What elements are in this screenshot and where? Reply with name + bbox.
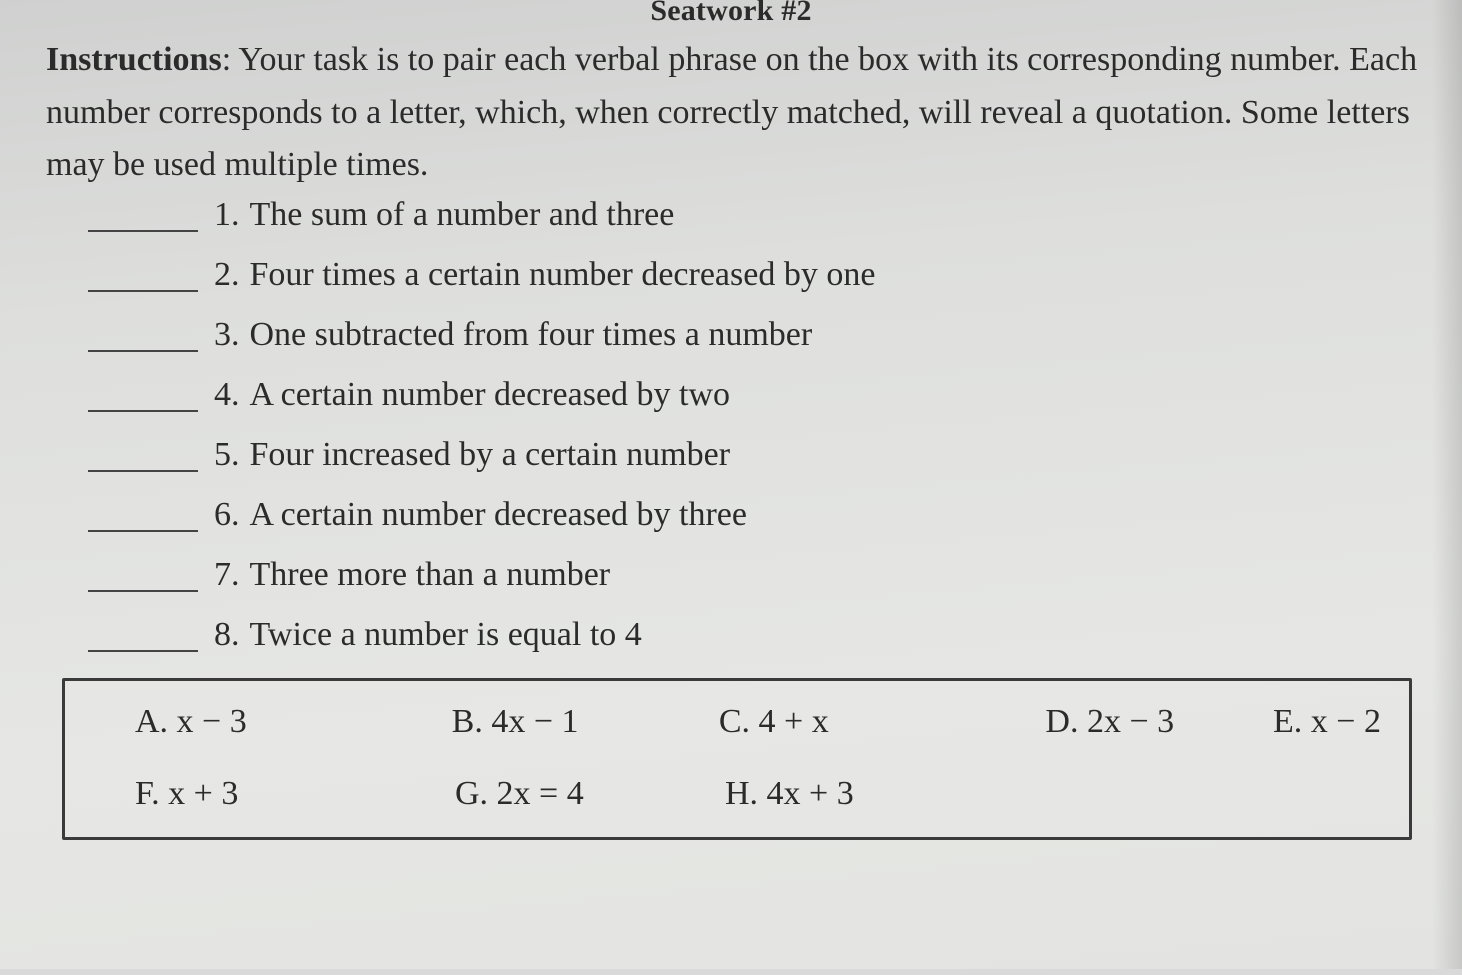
list-item: 8. Twice a number is equal to 4: [88, 618, 1422, 652]
item-number: 2.: [214, 258, 240, 292]
item-number: 1.: [214, 198, 240, 232]
answer-blank[interactable]: [88, 442, 198, 472]
item-number: 6.: [214, 498, 240, 532]
list-item: 3. One subtracted from four times a numb…: [88, 318, 1422, 352]
list-item: 5. Four increased by a certain number: [88, 438, 1422, 472]
answer-row: A. x − 3 B. 4x − 1 C. 4 + x D. 2x − 3 E.…: [135, 703, 1381, 741]
answer-choice-h: H. 4x + 3: [725, 775, 854, 813]
list-item: 6. A certain number decreased by three: [88, 498, 1422, 532]
answer-choice-f: F. x + 3: [135, 775, 455, 813]
item-phrase: Twice a number is equal to 4: [250, 618, 1423, 652]
item-phrase: A certain number decreased by three: [250, 498, 1423, 532]
item-phrase: Three more than a number: [250, 558, 1423, 592]
answer-choice-e: E. x − 2: [1273, 703, 1381, 741]
item-phrase: One subtracted from four times a number: [250, 318, 1423, 352]
answer-choices-box: A. x − 3 B. 4x − 1 C. 4 + x D. 2x − 3 E.…: [62, 678, 1412, 840]
list-item: 7. Three more than a number: [88, 558, 1422, 592]
item-phrase: Four times a certain number decreased by…: [250, 258, 1423, 292]
item-number: 7.: [214, 558, 240, 592]
item-number: 5.: [214, 438, 240, 472]
item-phrase: The sum of a number and three: [250, 198, 1423, 232]
answer-blank[interactable]: [88, 502, 198, 532]
answer-choice-d: D. 2x − 3: [1045, 703, 1273, 741]
list-item: 2. Four times a certain number decreased…: [88, 258, 1422, 292]
instructions-text: : Your task is to pair each verbal phras…: [46, 41, 1417, 183]
answer-choice-a: A. x − 3: [135, 703, 452, 741]
answer-blank[interactable]: [88, 382, 198, 412]
item-number: 3.: [214, 318, 240, 352]
worksheet-page: Seatwork #2 Instructions: Your task is t…: [0, 0, 1462, 969]
list-item: 1. The sum of a number and three: [88, 198, 1422, 232]
item-number: 8.: [214, 618, 240, 652]
answer-blank[interactable]: [88, 262, 198, 292]
list-item: 4. A certain number decreased by two: [88, 378, 1422, 412]
answer-blank[interactable]: [88, 322, 198, 352]
answer-blank[interactable]: [88, 202, 198, 232]
item-phrase: Four increased by a certain number: [250, 438, 1423, 472]
instructions-label: Instructions: [46, 41, 222, 78]
answer-choice-g: G. 2x = 4: [455, 775, 725, 813]
page-title: Seatwork #2: [40, 0, 1422, 28]
item-phrase: A certain number decreased by two: [250, 378, 1423, 412]
answer-blank[interactable]: [88, 562, 198, 592]
answer-row: F. x + 3 G. 2x = 4 H. 4x + 3: [135, 775, 1381, 813]
answer-choice-c: C. 4 + x: [719, 703, 1046, 741]
answer-choice-b: B. 4x − 1: [452, 703, 719, 741]
instructions-block: Instructions: Your task is to pair each …: [40, 34, 1422, 192]
item-number: 4.: [214, 378, 240, 412]
page-edge-shadow: [1432, 0, 1462, 969]
question-list: 1. The sum of a number and three 2. Four…: [40, 198, 1422, 652]
answer-blank[interactable]: [88, 622, 198, 652]
